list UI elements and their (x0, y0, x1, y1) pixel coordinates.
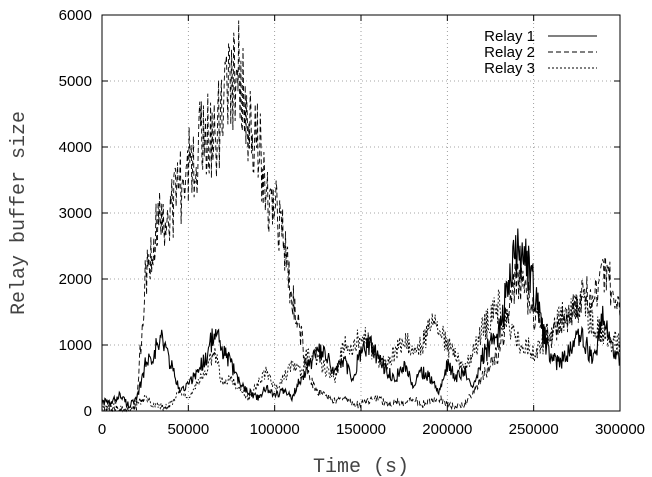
series-line-1 (101, 228, 621, 409)
x-tick-label: 300000 (595, 421, 645, 438)
x-tick-label: 150000 (336, 421, 386, 438)
y-axis-label: Relay buffer size (8, 111, 31, 315)
y-tick-label: 2000 (59, 271, 92, 288)
x-tick-label: 100000 (250, 421, 300, 438)
x-tick-label: 0 (98, 421, 106, 438)
legend-label-3: Relay 3 (484, 60, 535, 77)
series-lines (101, 20, 621, 413)
y-tick-label: 4000 (59, 139, 92, 156)
y-tick-label: 1000 (59, 337, 92, 354)
x-tick-label: 250000 (509, 421, 559, 438)
y-tick-label: 6000 (59, 7, 92, 24)
x-axis-label: Time (s) (313, 456, 409, 477)
legend-label-1: Relay 1 (484, 28, 535, 45)
series-line-3 (101, 289, 621, 413)
y-tick-label: 3000 (59, 205, 92, 222)
x-tick-label: 50000 (167, 421, 209, 438)
axis-ticks: 0 50000 100000 150000 200000 250000 300000 0 100… (59, 7, 645, 438)
legend-label-2: Relay 2 (484, 44, 535, 61)
series-line-2 (102, 20, 621, 413)
x-tick-label: 200000 (422, 421, 472, 438)
y-tick-label: 0 (84, 403, 92, 420)
y-tick-label: 5000 (59, 73, 92, 90)
